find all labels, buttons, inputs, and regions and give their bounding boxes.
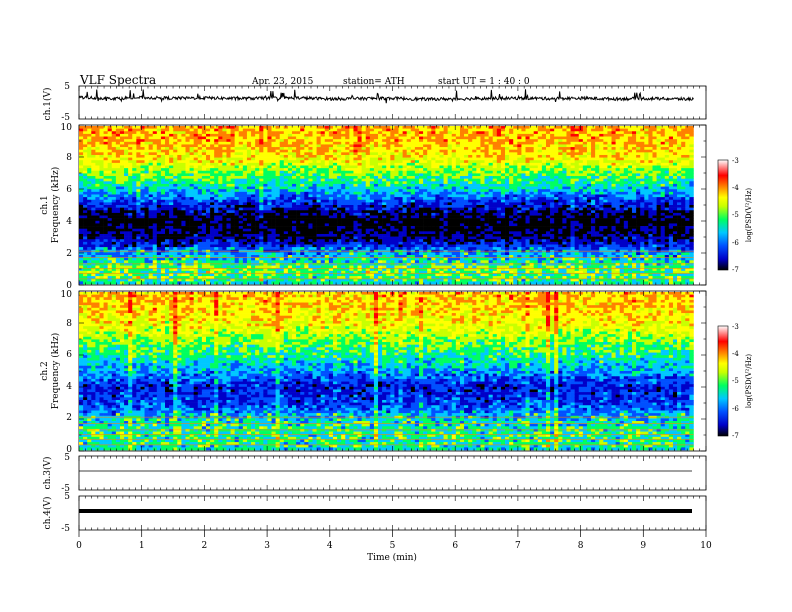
ch1-ytick-bottom: -5 xyxy=(61,113,70,123)
ch1-spectrogram-image xyxy=(79,126,694,284)
cb1-tick-m5: -5 xyxy=(732,211,739,219)
spec1-ytick-2: 2 xyxy=(66,249,72,259)
xtick-8: 8 xyxy=(578,541,584,551)
header-start-time: start UT = 1 : 40 : 0 xyxy=(438,77,530,87)
cb2-tick-m5: -5 xyxy=(732,377,739,385)
xtick-6: 6 xyxy=(452,541,458,551)
ch2-spectrogram-image xyxy=(79,292,694,450)
ch3-wave-ylabel: ch.3(V) xyxy=(42,457,53,490)
cb1-tick-m4: -4 xyxy=(732,184,739,192)
xtick-9: 9 xyxy=(640,541,646,551)
xtick-10: 10 xyxy=(700,541,712,551)
ch1-wave-ylabel: ch.1(V) xyxy=(42,88,53,121)
xtick-1: 1 xyxy=(139,541,145,551)
header-date: Apr. 23, 2015 xyxy=(251,77,314,87)
spec1-ytick-10: 10 xyxy=(61,123,73,133)
spec1-ytick-6: 6 xyxy=(66,185,72,195)
x-axis-label: Time (min) xyxy=(367,552,417,563)
ch4-waveform-trace xyxy=(79,509,692,513)
ch4-ytick-top: 5 xyxy=(64,492,70,502)
spec2-ytick-2: 2 xyxy=(66,413,72,423)
xtick-3: 3 xyxy=(264,541,270,551)
cb1-tick-m3: -3 xyxy=(732,157,739,165)
cb1-label: log(PSD(V²/Hz) xyxy=(745,188,753,243)
cb2-tick-m3: -3 xyxy=(732,323,739,331)
cb1-tick-m6: -6 xyxy=(732,239,739,247)
spec2-ytick-10: 10 xyxy=(61,290,73,300)
vlf-spectra-figure: VLF Spectra Apr. 23, 2015 station= ATH s… xyxy=(0,0,792,612)
xtick-4: 4 xyxy=(327,541,333,551)
xtick-7: 7 xyxy=(515,541,521,551)
ch2-colorbar xyxy=(718,326,728,436)
spec1-ytick-8: 8 xyxy=(66,153,72,163)
figure-title: VLF Spectra xyxy=(79,73,156,87)
cb2-tick-m6: -6 xyxy=(732,405,739,413)
ch3-ytick-top: 5 xyxy=(64,453,70,463)
ch1-ytick-top: 5 xyxy=(64,82,70,92)
cb2-tick-m4: -4 xyxy=(732,350,739,358)
spec2-ytick-8: 8 xyxy=(66,319,72,329)
cb2-tick-m7: -7 xyxy=(732,432,739,440)
xtick-2: 2 xyxy=(202,541,208,551)
cb2-label: log(PSD(V²/Hz) xyxy=(745,354,753,409)
ch1-waveform-trace xyxy=(79,89,693,103)
ch1-colorbar xyxy=(718,160,728,270)
spec1-ytick-4: 4 xyxy=(66,217,72,227)
cb1-tick-m7: -7 xyxy=(732,266,739,274)
spec2-ylabel: Frequency (kHz) xyxy=(50,333,61,410)
spec2-ytick-6: 6 xyxy=(66,350,72,360)
xtick-5: 5 xyxy=(390,541,396,551)
spec1-channel-label: ch.1 xyxy=(40,195,50,214)
spec2-ytick-4: 4 xyxy=(66,382,72,392)
ch4-wave-ylabel: ch.4(V) xyxy=(42,497,53,530)
ch4-ytick-bottom: -5 xyxy=(61,524,70,534)
header-station: station= ATH xyxy=(343,77,405,87)
ch3-wave-frame xyxy=(79,456,706,490)
spec1-ylabel: Frequency (kHz) xyxy=(50,167,61,244)
xtick-0: 0 xyxy=(76,541,82,551)
spec2-channel-label: ch.2 xyxy=(40,361,50,380)
